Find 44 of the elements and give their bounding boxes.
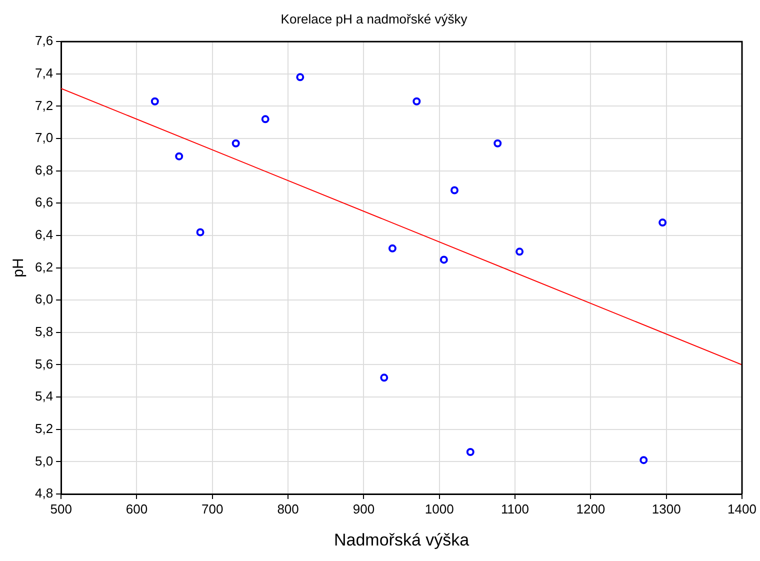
y-tick-label: 5,0 bbox=[34, 453, 54, 468]
y-tick-label: 7,6 bbox=[34, 33, 54, 48]
x-tick-label: 900 bbox=[352, 501, 375, 516]
y-axis-title: pH bbox=[10, 258, 28, 278]
x-tick-label: 700 bbox=[202, 501, 224, 516]
x-tick-label: 1200 bbox=[576, 501, 606, 516]
point bbox=[466, 448, 474, 456]
y-tick-label: 7,4 bbox=[34, 65, 54, 80]
y-tick-label: 5,8 bbox=[34, 324, 54, 340]
chart-title: Korelace pH a nadmořské výšky bbox=[280, 11, 468, 26]
y-tick-label: 5,4 bbox=[34, 388, 54, 404]
y-tick-label: 6,8 bbox=[34, 162, 54, 178]
point bbox=[196, 228, 204, 236]
point bbox=[175, 152, 184, 160]
y-tick-label: 5,6 bbox=[34, 356, 54, 372]
point bbox=[388, 244, 396, 252]
point bbox=[261, 115, 270, 124]
point bbox=[640, 456, 648, 464]
point bbox=[658, 218, 667, 227]
y-tick-label: 6,6 bbox=[34, 194, 54, 210]
point bbox=[150, 97, 159, 106]
y-tick-label: 7,2 bbox=[34, 98, 54, 113]
y-tick-label: 6,4 bbox=[34, 227, 54, 242]
x-tick-label: 600 bbox=[126, 501, 148, 516]
point bbox=[450, 186, 458, 194]
x-tick-label: 1100 bbox=[501, 501, 530, 516]
y-tick-label: 5,2 bbox=[34, 420, 54, 436]
y-tick-label: 6,2 bbox=[34, 259, 54, 274]
point bbox=[440, 256, 448, 264]
x-tick-label: 1000 bbox=[424, 501, 454, 516]
point bbox=[380, 374, 388, 382]
x-tick-label: 800 bbox=[277, 501, 299, 516]
y-tick-label: 4,8 bbox=[34, 486, 54, 501]
x-tick-label: 1300 bbox=[652, 501, 681, 516]
x-tick-label: 1400 bbox=[728, 501, 756, 516]
point bbox=[296, 73, 304, 82]
y-tick-label: 6,0 bbox=[34, 292, 54, 307]
point bbox=[516, 248, 524, 256]
x-axis-title: Nadmořská výška bbox=[334, 530, 470, 550]
point bbox=[494, 139, 502, 148]
point bbox=[412, 97, 421, 106]
point bbox=[232, 139, 240, 148]
x-tick-label: 500 bbox=[50, 501, 72, 516]
y-tick-label: 7,0 bbox=[34, 130, 54, 146]
